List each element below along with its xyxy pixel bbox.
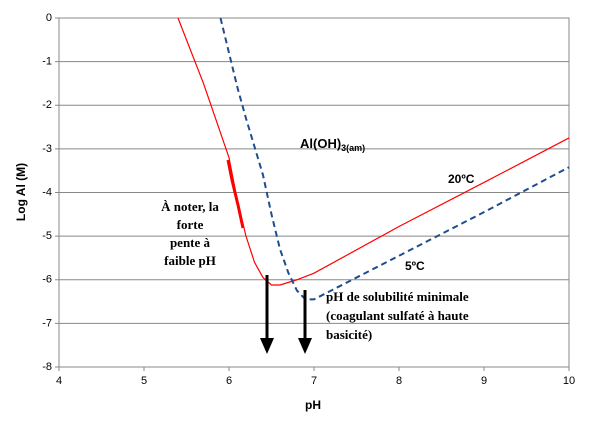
- y-tick-label: -7: [42, 317, 52, 329]
- y-tick-label: -6: [42, 274, 52, 286]
- arrows: [260, 275, 312, 354]
- annotation: basicité): [326, 327, 372, 342]
- y-axis-label: Log Al (M): [14, 163, 28, 221]
- x-tick-label: 6: [226, 375, 232, 387]
- annotation: forte: [177, 217, 204, 232]
- x-tick-label: 10: [563, 375, 575, 387]
- series-label: 20ºC: [448, 172, 475, 186]
- x-tick-label: 4: [56, 375, 62, 387]
- series-label: 5ºC: [405, 259, 425, 273]
- plot-frame: [58, 17, 570, 368]
- y-tick-label: 0: [46, 12, 52, 24]
- y-tick-label: -8: [42, 361, 52, 373]
- x-tick-label: 5: [141, 375, 147, 387]
- annotation: pente à: [170, 235, 211, 250]
- annotation-main: Al(OH): [300, 136, 341, 151]
- y-tick-label: -5: [42, 230, 52, 242]
- y-tick-label: -1: [42, 56, 52, 68]
- annotation: Al(OH)3(am): [300, 136, 365, 153]
- y-tick-label: -3: [42, 143, 52, 155]
- annotation: (coagulant sulfaté à haute: [326, 308, 469, 323]
- x-tick-label: 9: [481, 375, 487, 387]
- x-tick-label: 7: [311, 375, 317, 387]
- annotation-sub: 3(am): [341, 143, 365, 153]
- annotation: faible pH: [164, 253, 216, 268]
- y-tick-label: -2: [42, 99, 52, 111]
- x-tick-label: 8: [396, 375, 402, 387]
- slope-highlight: [226, 159, 245, 229]
- annotation: À noter, la: [161, 199, 219, 214]
- series-line: [219, 17, 570, 301]
- y-tick-label: -4: [42, 186, 52, 198]
- annotation: pH de solubilité minimale: [326, 289, 469, 304]
- x-axis-label: pH: [305, 398, 321, 412]
